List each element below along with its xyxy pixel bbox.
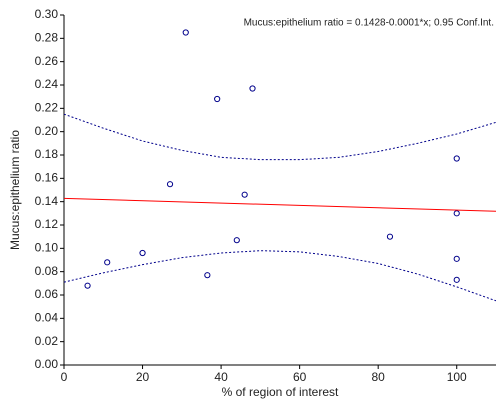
point <box>453 255 460 262</box>
y-tick-label: 0.22 <box>35 101 59 115</box>
x-tick-label: 60 <box>293 370 307 384</box>
y-tick-label: 0.00 <box>35 357 59 371</box>
confidence-band <box>64 250 496 302</box>
point <box>182 29 189 36</box>
x-tick-label: 0 <box>61 370 68 384</box>
y-tick-label: 0.20 <box>35 124 59 138</box>
point <box>204 272 211 279</box>
y-tick-label: 0.30 <box>35 7 59 21</box>
y-tick-label: 0.16 <box>35 171 59 185</box>
y-tick-label: 0.26 <box>35 54 59 68</box>
y-tick-label: 0.12 <box>35 217 59 231</box>
x-axis-label: % of region of interest <box>222 385 339 399</box>
point <box>453 155 460 162</box>
point <box>241 191 248 198</box>
x-tick-label: 40 <box>214 370 228 384</box>
y-tick-label: 0.08 <box>35 264 59 278</box>
y-tick-label: 0.04 <box>35 311 59 325</box>
point <box>386 233 394 240</box>
point <box>104 259 111 266</box>
regression-line <box>64 197 496 212</box>
y-axis-label: Mucus:epithelium ratio <box>8 130 22 250</box>
y-tick-label: 0.24 <box>35 77 59 91</box>
point <box>84 282 91 289</box>
y-tick-label: 0.28 <box>35 31 59 45</box>
y-tick-label: 0.18 <box>35 147 59 161</box>
confidence-band <box>64 113 496 161</box>
point <box>166 181 174 188</box>
y-tick-label: 0.14 <box>35 194 59 208</box>
point <box>453 276 460 283</box>
point <box>233 237 240 244</box>
y-tick-label: 0.06 <box>35 287 59 301</box>
y-tick-label: 0.10 <box>35 241 59 255</box>
point <box>453 210 460 217</box>
point <box>139 249 146 257</box>
x-tick-label: 100 <box>447 370 467 384</box>
x-tick-label: 80 <box>372 370 386 384</box>
point <box>249 85 256 92</box>
y-tick-label: 0.02 <box>35 334 59 348</box>
annotation: Mucus:epithelium ratio = 0.1428-0.0001*x… <box>244 18 494 29</box>
point <box>214 95 221 103</box>
x-tick-label: 20 <box>136 370 150 384</box>
